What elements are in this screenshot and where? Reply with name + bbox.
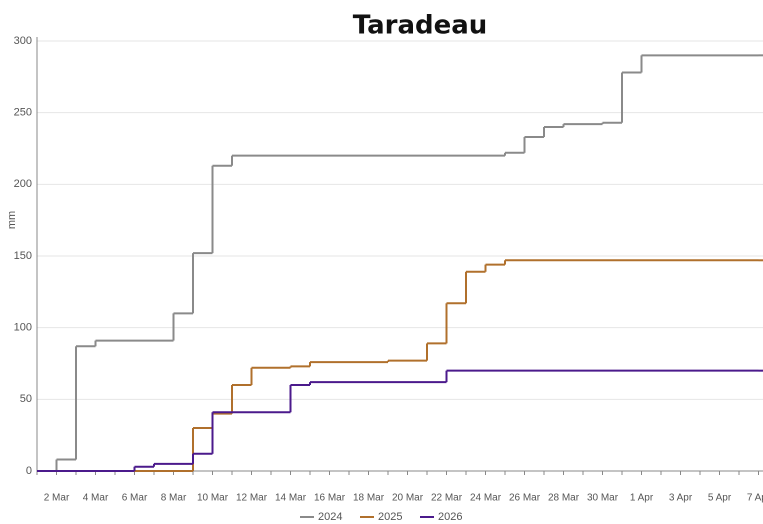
x-tick-label: 18 Mar <box>353 493 385 504</box>
x-tick-label: 6 Mar <box>122 493 148 504</box>
x-tick-label: 2 Mar <box>44 493 70 504</box>
x-tick-label: 12 Mar <box>236 493 268 504</box>
chart-title: Taradeau <box>353 11 488 41</box>
x-tick-label: 8 Mar <box>161 493 187 504</box>
x-tick-label: 28 Mar <box>548 493 580 504</box>
x-tick-label: 16 Mar <box>314 493 346 504</box>
y-tick-label: 100 <box>14 322 32 334</box>
x-tick-label: 7 Apr <box>747 493 763 504</box>
x-tick-label: 1 Apr <box>630 493 654 504</box>
y-tick-label: 200 <box>14 178 32 190</box>
y-tick-label: 250 <box>14 107 32 119</box>
legend-label: 2024 <box>318 511 342 523</box>
legend-label: 2025 <box>378 511 402 523</box>
x-tick-label: 20 Mar <box>392 493 424 504</box>
x-tick-label: 22 Mar <box>431 493 463 504</box>
x-tick-label: 4 Mar <box>83 493 109 504</box>
x-tick-label: 3 Apr <box>669 493 693 504</box>
x-tick-label: 30 Mar <box>587 493 619 504</box>
x-tick-label: 26 Mar <box>509 493 541 504</box>
legend-label: 2026 <box>438 511 462 523</box>
y-tick-label: 50 <box>20 393 32 405</box>
y-tick-label: 150 <box>14 250 32 262</box>
x-tick-label: 14 Mar <box>275 493 307 504</box>
y-axis-label: mm <box>6 211 18 229</box>
x-tick-label: 5 Apr <box>708 493 732 504</box>
x-tick-label: 10 Mar <box>197 493 229 504</box>
y-tick-label: 0 <box>26 465 32 477</box>
y-tick-label: 300 <box>14 35 32 47</box>
x-tick-label: 24 Mar <box>470 493 502 504</box>
